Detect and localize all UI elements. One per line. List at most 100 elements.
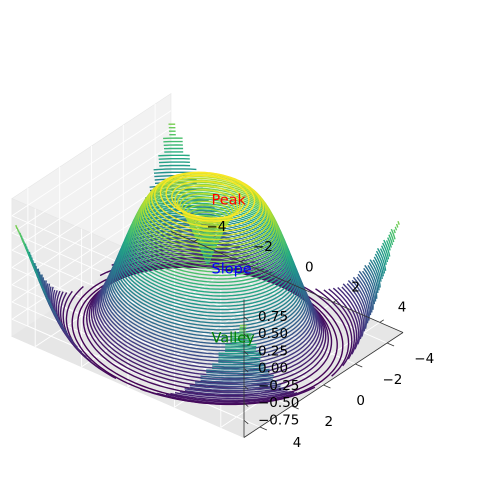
axis-ticks: −4 −2 0 2 4 −4 −2 0 2 4 0.750.500.25 0.00−0.25−0.50… xyxy=(170,219,434,451)
contour-line xyxy=(347,280,368,329)
grid-z-left xyxy=(11,127,172,234)
contour-line xyxy=(373,256,383,280)
contour-line xyxy=(19,233,22,238)
contour-line xyxy=(190,218,225,237)
z-tick-mark xyxy=(243,402,249,407)
annotation-peak: Peak xyxy=(212,193,247,209)
contour-line xyxy=(159,164,191,167)
contour-line xyxy=(368,262,380,291)
contour-line xyxy=(374,253,384,277)
grid-z-left xyxy=(11,162,172,268)
contour-line xyxy=(385,240,391,251)
contour-line xyxy=(212,362,266,366)
contour-line xyxy=(351,279,369,324)
contour-line xyxy=(342,283,365,337)
contour-line xyxy=(394,226,398,231)
contour-line xyxy=(153,168,197,171)
contour-line xyxy=(189,385,281,392)
contour-line xyxy=(194,380,278,385)
contour-line xyxy=(165,392,298,403)
annotation-valley: Valley xyxy=(212,331,256,347)
contour-line xyxy=(182,200,233,227)
x-tick-mark xyxy=(333,299,338,303)
x-tick-label: −4 xyxy=(207,219,227,235)
grid-z-right xyxy=(11,267,245,369)
x-tick-label: 0 xyxy=(305,259,314,275)
contour-line xyxy=(225,343,257,346)
contour-line xyxy=(364,264,378,299)
contour-line xyxy=(200,376,274,381)
z-tick-label: 0.00 xyxy=(258,361,288,377)
contour-line xyxy=(212,367,265,370)
contour-line xyxy=(181,196,234,225)
contour-line xyxy=(159,171,256,222)
contour-line xyxy=(387,237,392,248)
z-tick-mark xyxy=(243,350,249,356)
contour-line xyxy=(369,259,381,288)
x-tick-label: −2 xyxy=(253,239,273,255)
contour-line xyxy=(388,234,394,246)
z-tick-label: 0.25 xyxy=(258,343,288,359)
contour-line xyxy=(165,174,250,219)
z-tick-mark xyxy=(243,385,249,390)
z-tick-mark xyxy=(243,316,249,321)
contour-line xyxy=(383,239,391,257)
contour-line xyxy=(206,368,270,373)
x-tick-label: 4 xyxy=(398,300,407,316)
contour-line xyxy=(174,390,292,400)
contour-line xyxy=(358,270,374,310)
contour-line xyxy=(341,286,363,340)
grid-z-left xyxy=(11,144,172,251)
contour-line xyxy=(380,245,389,263)
contour-line xyxy=(225,345,257,348)
contour-line xyxy=(170,391,295,401)
z-tick-label: 0.75 xyxy=(258,309,288,325)
contour-line xyxy=(352,276,370,321)
contour-line xyxy=(206,370,270,375)
contour-line xyxy=(154,171,261,228)
x-tick-label: 2 xyxy=(351,280,360,296)
z-tick-label: −0.25 xyxy=(258,378,299,394)
contour-line xyxy=(158,154,190,157)
contour-line xyxy=(225,348,257,350)
contour-line xyxy=(367,265,379,294)
contour-line xyxy=(212,364,266,368)
y-tick-label: 4 xyxy=(293,435,302,451)
contour-line xyxy=(218,356,261,359)
contour-line xyxy=(179,193,236,224)
contour-line xyxy=(379,248,387,265)
contour-line xyxy=(218,358,261,362)
contour-line xyxy=(218,352,262,355)
y-tick-label: −4 xyxy=(414,351,434,367)
annotation-slope: Slope xyxy=(212,262,252,278)
contour-line xyxy=(218,361,261,364)
contour-line xyxy=(158,158,190,160)
contour-line xyxy=(174,185,241,220)
contour-line xyxy=(195,382,277,388)
contour-line xyxy=(389,231,395,243)
z-tick-label: −0.75 xyxy=(258,412,299,428)
contour-line xyxy=(395,223,399,228)
y-tick-label: 0 xyxy=(356,393,365,409)
contour-line xyxy=(184,386,285,394)
y-tick-label: 2 xyxy=(325,414,334,430)
contour-line xyxy=(224,350,256,353)
contour-line xyxy=(15,224,18,229)
contour-line xyxy=(158,161,190,164)
z-tick-mark xyxy=(243,419,249,425)
x-tick-mark xyxy=(286,279,292,283)
y-tick-label: −2 xyxy=(382,372,402,388)
contour-line xyxy=(206,373,269,377)
y-tick-mark xyxy=(386,342,395,347)
grid-z-left xyxy=(11,179,172,286)
x-tick-mark xyxy=(193,238,199,242)
annotations: Peak Slope Valley xyxy=(212,193,256,347)
contour-line xyxy=(179,390,288,398)
contour-line xyxy=(323,289,356,360)
z-tick-label: 0.50 xyxy=(258,326,288,342)
y-tick-mark xyxy=(355,363,363,368)
contour-line xyxy=(363,267,377,302)
y-tick-mark xyxy=(291,405,299,410)
contour-line xyxy=(390,228,396,240)
